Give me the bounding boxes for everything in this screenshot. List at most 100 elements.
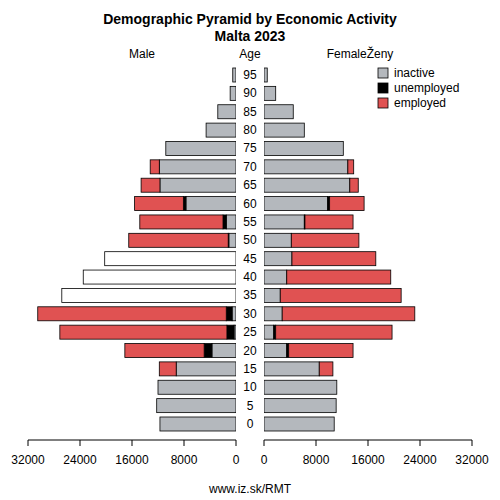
bar — [159, 417, 160, 431]
bar — [158, 380, 236, 394]
bar — [230, 86, 231, 100]
bar — [282, 307, 415, 321]
bar — [206, 123, 207, 137]
bar — [156, 399, 157, 413]
bar — [264, 307, 282, 321]
bar — [275, 86, 276, 100]
bar — [233, 68, 236, 82]
bar — [38, 307, 227, 321]
tick-label: 32000 — [455, 453, 489, 467]
bar — [232, 307, 236, 321]
age-label: 75 — [243, 141, 257, 155]
bar — [293, 105, 294, 119]
bar — [227, 325, 234, 339]
bars — [264, 68, 415, 431]
age-label: 55 — [243, 215, 257, 229]
bar — [176, 362, 236, 376]
bar — [229, 233, 236, 247]
age-label: 50 — [243, 233, 257, 247]
bar — [264, 233, 291, 247]
bar — [165, 141, 166, 155]
bar — [264, 160, 348, 174]
age-label: 5 — [247, 399, 254, 413]
tick-label: 24000 — [403, 453, 437, 467]
bar — [83, 270, 236, 284]
legend-label: inactive — [394, 66, 435, 80]
bar — [226, 215, 236, 229]
bar — [61, 288, 62, 302]
tick-label: 16000 — [351, 453, 385, 467]
bar — [334, 417, 335, 431]
bar — [348, 160, 354, 174]
bar — [218, 105, 236, 119]
bar — [264, 380, 337, 394]
bar — [230, 86, 231, 100]
bar — [129, 233, 228, 247]
tick-label: 16000 — [115, 453, 149, 467]
bar — [83, 270, 84, 284]
bar — [264, 252, 292, 266]
bar — [319, 362, 333, 376]
bar — [264, 178, 350, 192]
bar — [293, 105, 294, 119]
bar — [125, 344, 204, 358]
bar — [206, 123, 207, 137]
age-label: 35 — [243, 288, 257, 302]
bar — [264, 399, 336, 413]
bar — [343, 141, 344, 155]
bar — [158, 380, 159, 394]
bar — [141, 178, 160, 192]
bar — [150, 160, 159, 174]
legend-label: employed — [394, 96, 446, 110]
tick — [264, 440, 265, 446]
subtitle: Malta 2023 — [215, 28, 286, 44]
bar — [336, 380, 337, 394]
bar — [135, 197, 184, 211]
bar — [232, 68, 233, 82]
bar — [264, 325, 274, 339]
bar — [264, 123, 304, 137]
age-label: 15 — [243, 362, 257, 376]
bar — [166, 141, 236, 155]
bar — [264, 68, 267, 82]
tick-label: 32000 — [11, 453, 45, 467]
bar — [264, 215, 304, 229]
age-label: 85 — [243, 105, 257, 119]
bar — [304, 123, 305, 137]
bar — [159, 417, 160, 431]
bar — [223, 215, 226, 229]
bar — [264, 344, 287, 358]
bar — [292, 252, 376, 266]
bar — [264, 288, 280, 302]
bar — [264, 141, 343, 155]
panel-title: FemaleŽeny — [327, 46, 394, 61]
age-label: 0 — [247, 417, 254, 431]
tick — [472, 440, 473, 446]
bar — [158, 380, 159, 394]
bar — [264, 86, 276, 100]
bar — [264, 197, 328, 211]
tick-label: 24000 — [63, 453, 97, 467]
bar — [267, 68, 268, 82]
tick-label: 8000 — [171, 453, 198, 467]
bar — [343, 141, 344, 155]
legend-swatch — [378, 83, 388, 93]
bar — [336, 380, 337, 394]
age-label: 95 — [243, 68, 257, 82]
bar — [275, 86, 276, 100]
bar — [83, 270, 84, 284]
bar — [206, 123, 236, 137]
age-label: 80 — [243, 123, 257, 137]
bar — [186, 197, 236, 211]
tick — [28, 440, 29, 446]
axis-label: Age — [239, 47, 261, 61]
bar — [104, 252, 105, 266]
legend-swatch — [378, 68, 388, 78]
bar — [160, 178, 236, 192]
bar — [291, 233, 359, 247]
bar — [159, 362, 176, 376]
age-label: 45 — [243, 252, 257, 266]
bar — [264, 270, 287, 284]
bar — [267, 68, 268, 82]
bar — [264, 362, 319, 376]
